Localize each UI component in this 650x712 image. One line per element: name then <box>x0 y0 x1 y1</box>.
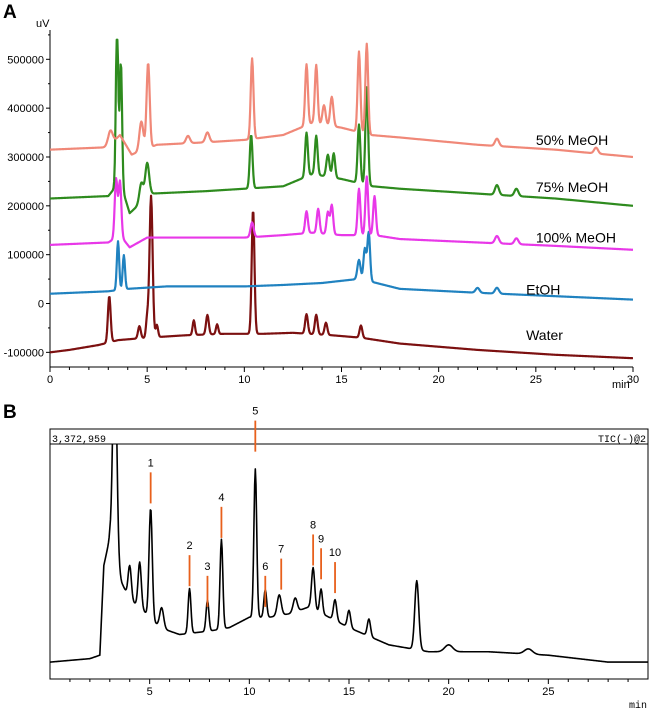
panel-a-x-tick-label: 0 <box>47 374 53 386</box>
series-label: EtOH <box>526 282 560 298</box>
peak-number-label: 1 <box>148 457 154 469</box>
panel-b-x-tick-label: 20 <box>443 686 455 698</box>
panel-a-x-tick-label: 15 <box>335 374 347 386</box>
panel-b-trace-id: TIC(-)@2 <box>598 434 646 446</box>
panel-a-y-tick-label: 300000 <box>7 152 44 164</box>
series-label: 75% MeOH <box>536 179 608 195</box>
series-label: Water <box>526 327 563 343</box>
panel-a-y-tick-label: 100000 <box>7 250 44 262</box>
series-line-etoh <box>50 230 633 301</box>
panel-b-chart: 3,372,959 TIC(-)@2 min 5 10 15 20 2512345678… <box>49 406 649 712</box>
panel-a-letter: A <box>3 2 17 23</box>
peak-number-label: 4 <box>218 492 224 504</box>
peak-number-label: 9 <box>318 533 324 545</box>
tic-trace <box>50 444 648 663</box>
series-label: 100% MeOH <box>536 229 616 245</box>
panel-b-x-tick-label: 10 <box>243 686 255 698</box>
panel-a-x-tick-label: 5 <box>144 374 150 386</box>
peak-number-label: 5 <box>252 406 258 418</box>
panel-b-x-tick-label: 5 <box>147 686 153 698</box>
series-line-100-meoh <box>50 175 633 251</box>
series-line-50-meoh <box>50 42 633 159</box>
panel-b-x-unit: min <box>629 700 647 712</box>
peak-number-label: 3 <box>204 561 210 573</box>
panel-a-y-tick-label: -100000 <box>4 347 44 359</box>
panel-a-y-tick-label: 400000 <box>7 103 44 115</box>
peak-number-label: 7 <box>278 544 284 556</box>
panel-b-max-intensity: 3,372,959 <box>52 435 106 446</box>
panel-a-chart: uV min -100000 0 100000 200000 300000 400000 5… <box>4 18 640 391</box>
peak-number-label: 6 <box>262 561 268 573</box>
panel-a-x-tick-label: 25 <box>530 374 542 386</box>
series-line-75-meoh <box>50 38 633 215</box>
peak-number-label: 10 <box>329 547 341 559</box>
panel-b-letter: B <box>3 402 17 423</box>
panel-a-x-tick-label: 20 <box>433 374 445 386</box>
panel-b-x-tick-label: 15 <box>343 686 355 698</box>
panel-a-y-tick-label: 200000 <box>7 201 44 213</box>
panel-a-y-unit: uV <box>36 18 50 30</box>
series-line-water <box>50 194 633 360</box>
panel-a-y-tick-label: 500000 <box>7 54 44 66</box>
peak-number-label: 2 <box>186 540 192 552</box>
panel-a-x-tick-label: 10 <box>238 374 250 386</box>
panel-a-y-tick-label: 0 <box>38 299 44 311</box>
panel-b-frame <box>49 428 649 680</box>
panel-a-x-tick-label: 30 <box>627 374 639 386</box>
panel-a-x-unit: min <box>612 379 630 391</box>
series-label: 50% MeOH <box>536 132 608 148</box>
peak-number-label: 8 <box>310 519 316 531</box>
panel-b-x-tick-label: 25 <box>542 686 554 698</box>
